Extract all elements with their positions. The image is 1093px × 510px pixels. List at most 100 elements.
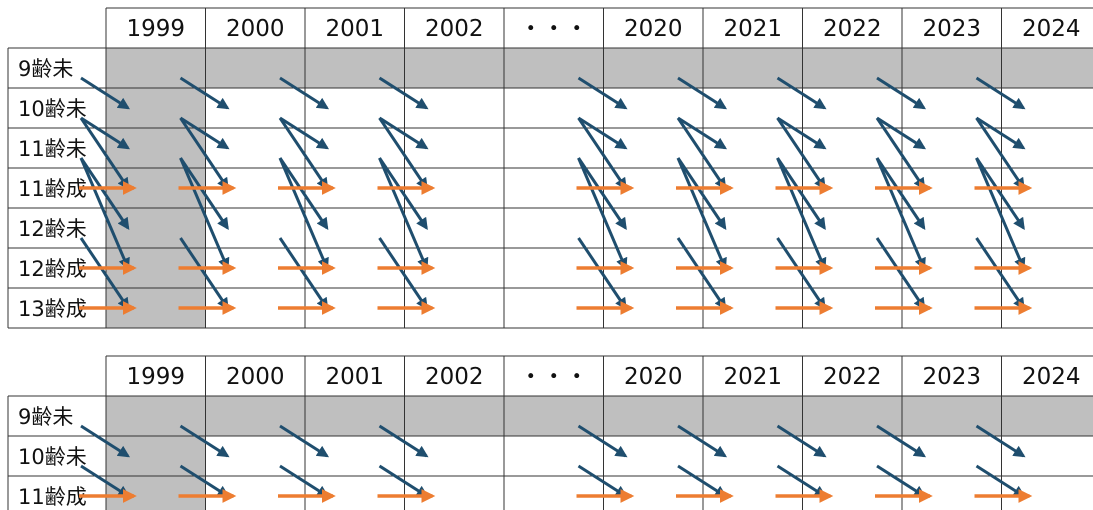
- arrow-9齢未-to-10齢未: [876, 76, 927, 110]
- arrow-10齢未-to-11齢成: [279, 464, 330, 498]
- arrow-10齢未-to-11齢未: [577, 116, 628, 150]
- arrow-11齢未-to-12齢未: [278, 157, 329, 230]
- arrow-10齢未-to-11齢未: [80, 116, 131, 150]
- table-lower: 1999 2000 2001 2002 ・・・ 2020 2021 2022 2023 2024 9…: [7, 355, 1093, 510]
- arrow-11齢未-to-12齢未: [875, 157, 926, 230]
- arrow-12齢未-to-13齢成: [577, 237, 627, 310]
- arrow-12齢未-to-13齢成: [79, 237, 130, 310]
- column-header: 2001: [325, 16, 384, 42]
- arrow-11齢未-to-12齢未: [776, 157, 826, 230]
- arrow-11齢未-to-12齢成: [676, 157, 727, 271]
- row-label: 11齢成: [18, 177, 87, 201]
- arrow-9齢未-to-10齢未: [179, 76, 230, 110]
- column-header: 2002: [425, 16, 484, 42]
- row-label: 12齢成: [18, 257, 87, 281]
- arrow-10齢未-to-11齢成: [179, 117, 229, 190]
- column-header: 2000: [226, 364, 285, 390]
- arrow-9齢未-to-10齢未: [975, 76, 1026, 110]
- arrow-11齢未-to-12齢成: [278, 157, 329, 271]
- arrow-10齢未-to-11齢成: [776, 117, 826, 190]
- arrow-12齢未-to-13齢成: [378, 237, 428, 310]
- column-header: 1999: [126, 364, 185, 390]
- column-header: 2022: [823, 16, 882, 42]
- arrow-11齢未-to-12齢成: [776, 157, 827, 271]
- column-header: 2023: [922, 364, 981, 390]
- arrow-9齢未-to-10齢未: [179, 424, 230, 458]
- arrow-9齢未-to-10齢未: [776, 424, 827, 458]
- arrow-10齢未-to-11齢成: [378, 117, 428, 190]
- column-header: 2020: [624, 364, 683, 390]
- row-label: 13齢成: [18, 297, 87, 321]
- arrow-10齢未-to-11齢未: [677, 116, 728, 150]
- column-header: 2023: [922, 16, 981, 42]
- shaded-row-9齢未: [106, 396, 1093, 436]
- arrow-10齢未-to-11齢未: [378, 116, 429, 150]
- arrow-12齢未-to-13齢成: [179, 237, 229, 310]
- arrow-11齢未-to-12齢未: [79, 157, 130, 230]
- arrow-9齢未-to-10齢未: [776, 76, 827, 110]
- row-label: 10齢未: [18, 445, 87, 469]
- arrow-10齢未-to-11齢成: [179, 464, 230, 498]
- arrow-9齢未-to-10齢未: [577, 76, 628, 110]
- arrow-10齢未-to-11齢成: [676, 117, 727, 190]
- arrow-9齢未-to-10齢未: [876, 424, 927, 458]
- arrow-10齢未-to-11齢成: [776, 464, 827, 498]
- column-header: 2002: [425, 364, 484, 390]
- arrow-9齢未-to-10齢未: [80, 76, 131, 110]
- column-header: 2024: [1022, 16, 1081, 42]
- arrow-9齢未-to-10齢未: [279, 424, 330, 458]
- column-header: ・・・: [519, 364, 588, 390]
- column-header: 2021: [723, 16, 782, 42]
- arrow-11齢未-to-12齢成: [79, 157, 130, 271]
- arrow-10齢未-to-11齢成: [875, 117, 926, 190]
- arrow-10齢未-to-11齢成: [80, 464, 131, 498]
- shaded-row-9齢未: [106, 48, 1093, 88]
- row-label: 12齢未: [18, 217, 87, 241]
- arrow-11齢未-to-12齢未: [378, 157, 428, 230]
- arrow-9齢未-to-10齢未: [80, 424, 131, 458]
- column-header: 2020: [624, 16, 683, 42]
- arrow-9齢未-to-10齢未: [975, 424, 1026, 458]
- arrow-10齢未-to-11齢未: [179, 116, 230, 150]
- arrow-10齢未-to-11齢未: [776, 116, 827, 150]
- arrow-12齢未-to-13齢成: [975, 237, 1025, 310]
- arrow-10齢未-to-11齢成: [677, 464, 728, 498]
- arrow-11齢未-to-12齢未: [577, 157, 627, 230]
- column-header: 2022: [823, 364, 882, 390]
- arrow-10齢未-to-11齢成: [876, 464, 927, 498]
- row-label: 9齢未: [18, 405, 73, 429]
- arrow-11齢未-to-12齢成: [975, 157, 1026, 271]
- arrow-10齢未-to-11齢成: [577, 464, 628, 498]
- column-header: 2024: [1022, 364, 1081, 390]
- row-label: 11齢成: [18, 485, 87, 509]
- arrow-11齢未-to-12齢未: [179, 157, 229, 230]
- arrow-10齢未-to-11齢成: [975, 464, 1026, 498]
- arrow-11齢未-to-12齢成: [378, 157, 429, 271]
- arrow-9齢未-to-10齢未: [279, 76, 330, 110]
- arrow-10齢未-to-11齢成: [378, 464, 429, 498]
- arrow-10齢未-to-11齢成: [577, 117, 627, 190]
- arrow-12齢未-to-13齢成: [676, 237, 727, 310]
- column-header: 2001: [325, 364, 384, 390]
- arrow-11齢未-to-12齢未: [975, 157, 1025, 230]
- arrow-10齢未-to-11齢未: [279, 116, 330, 150]
- row-label: 11齢未: [18, 137, 87, 161]
- column-header: 1999: [126, 16, 185, 42]
- arrow-9齢未-to-10齢未: [577, 424, 628, 458]
- arrow-11齢未-to-12齢成: [577, 157, 628, 271]
- arrow-10齢未-to-11齢未: [975, 116, 1026, 150]
- arrow-12齢未-to-13齢成: [875, 237, 926, 310]
- arrow-11齢未-to-12齢成: [875, 157, 926, 271]
- arrow-9齢未-to-10齢未: [677, 424, 728, 458]
- arrow-11齢未-to-12齢成: [179, 157, 230, 271]
- arrow-9齢未-to-10齢未: [378, 424, 429, 458]
- arrow-11齢未-to-12齢未: [676, 157, 727, 230]
- row-label: 10齢未: [18, 97, 87, 121]
- arrow-10齢未-to-11齢成: [278, 117, 329, 190]
- arrow-10齢未-to-11齢成: [79, 117, 130, 190]
- arrow-10齢未-to-11齢未: [876, 116, 927, 150]
- arrow-9齢未-to-10齢未: [677, 76, 728, 110]
- arrow-12齢未-to-13齢成: [278, 237, 329, 310]
- column-header: 2021: [723, 364, 782, 390]
